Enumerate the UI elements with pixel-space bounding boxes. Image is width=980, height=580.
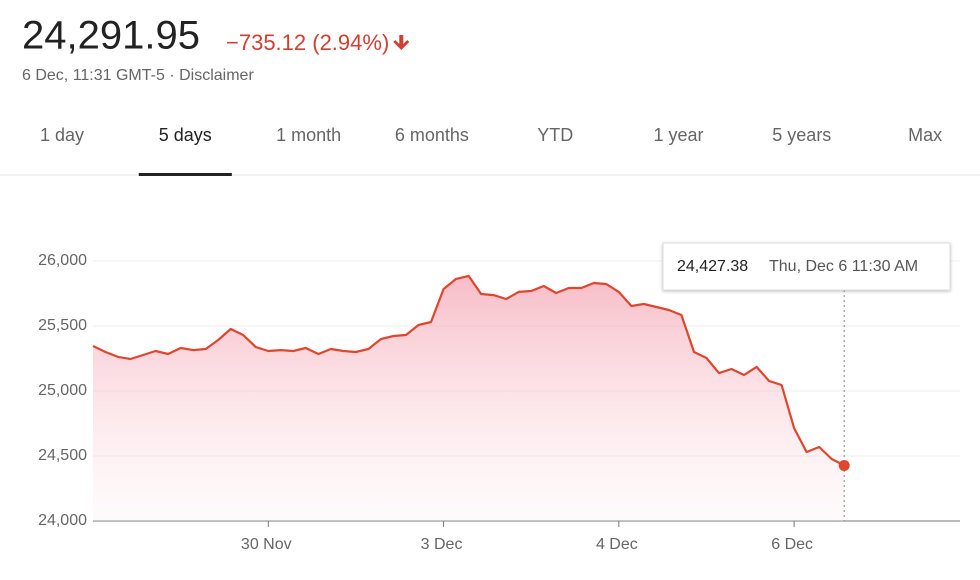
x-tick-label: 4 Dec [596, 536, 638, 553]
x-tick-label: 6 Dec [771, 536, 813, 553]
down-arrow [393, 35, 410, 50]
range-tab[interactable]: 5 years [772, 125, 831, 145]
range-tab[interactable]: 6 months [395, 125, 469, 145]
price: 24,291.95 [22, 14, 200, 58]
x-tick-label: 3 Dec [421, 536, 463, 553]
y-tick-label: 24,500 [38, 447, 87, 464]
timestamp: 6 Dec, 11:31 GMT-5 · Disclaimer [22, 67, 254, 84]
range-tab[interactable]: 1 year [653, 125, 703, 145]
x-tick-label: 30 Nov [241, 536, 292, 553]
last-point [838, 459, 850, 471]
range-tab[interactable]: Max [908, 125, 942, 145]
price-line [92, 274, 845, 467]
tooltip-time: Thu, Dec 6 11:30 AM [769, 258, 918, 275]
range-tab[interactable]: 1 day [40, 125, 84, 145]
y-tick-label: 25,500 [38, 317, 87, 334]
tab-underline [138, 173, 232, 176]
range-tab[interactable]: 5 days [159, 125, 212, 145]
tooltip-value: 24,427.38 [677, 258, 748, 275]
y-tick-label: 25,000 [38, 382, 87, 399]
range-tab[interactable]: YTD [537, 125, 573, 145]
area [93, 275, 845, 521]
tooltip-box [662, 242, 951, 291]
y-tick-label: 26,000 [38, 252, 87, 269]
y-tick-label: 24,000 [38, 512, 87, 529]
price-change: −735.12 (2.94%) [226, 30, 389, 55]
range-tab[interactable]: 1 month [276, 125, 341, 145]
